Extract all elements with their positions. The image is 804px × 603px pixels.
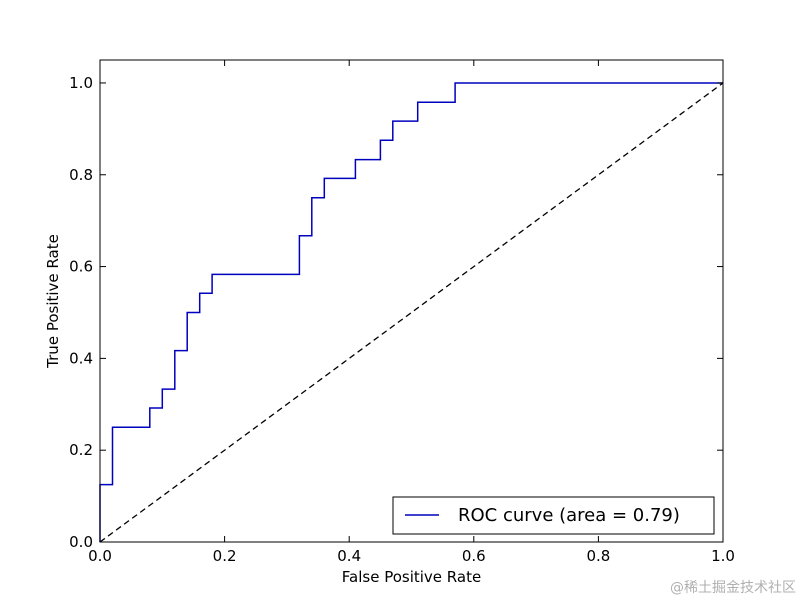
y-tick-label: 1.0 [69, 74, 93, 92]
legend-label-roc: ROC curve (area = 0.79) [458, 505, 680, 526]
x-tick-label: 0.2 [213, 547, 237, 565]
watermark: @稀土掘金技术社区 [670, 580, 796, 596]
x-axis-label: False Positive Rate [342, 568, 481, 586]
legend: ROC curve (area = 0.79) [392, 496, 715, 535]
roc-curve-line [99, 82, 723, 542]
legend-box [392, 496, 715, 535]
y-tick-label: 0.8 [69, 166, 93, 184]
y-tick-label: 0.6 [69, 258, 93, 276]
y-axis-label: True Positive Rate [44, 234, 62, 369]
x-tick-label: 0.4 [337, 547, 361, 565]
x-tick-label: 0.0 [88, 547, 112, 565]
x-tick-label: 1.0 [711, 547, 735, 565]
y-tick-label: 0.4 [69, 349, 93, 367]
chance-diagonal-line [99, 82, 724, 543]
y-tick-label: 0.0 [69, 533, 93, 551]
y-tick-label: 0.2 [69, 441, 93, 459]
x-tick-label: 0.6 [462, 547, 486, 565]
plot-frame [99, 59, 724, 543]
x-tick-label: 0.8 [586, 547, 610, 565]
